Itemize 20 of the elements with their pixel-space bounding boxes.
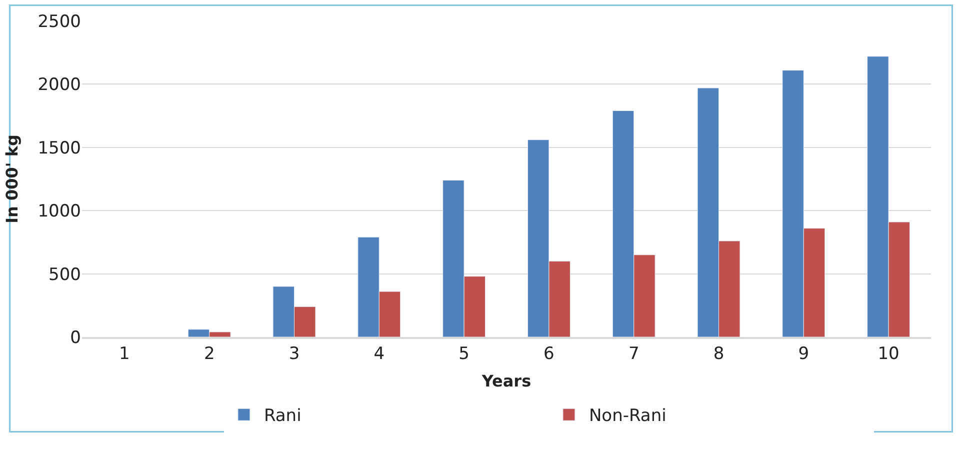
y-tick-label: 1000 — [38, 202, 81, 222]
x-tick-label: 4 — [374, 344, 385, 364]
x-tick-label: 3 — [288, 344, 300, 364]
x-tick-label: 8 — [713, 344, 724, 364]
legend-label: Non-Rani — [588, 406, 666, 426]
x-axis-title: Years — [480, 371, 532, 390]
x-tick-label: 5 — [458, 344, 470, 364]
legend-label: Rani — [264, 406, 302, 426]
y-axis-title: In 000' kg — [2, 134, 22, 224]
y-tick-label: 500 — [48, 264, 81, 285]
y-tick-label: 2500 — [38, 12, 81, 32]
y-tick-label: 1500 — [38, 138, 81, 158]
x-tick-label: 1 — [119, 344, 130, 364]
x-tick-label: 6 — [544, 344, 554, 364]
x-tick-label: 7 — [628, 344, 640, 364]
y-tick-label: 0 — [70, 328, 81, 348]
x-tick-label: 2 — [204, 344, 215, 364]
x-tick-label: 10 — [878, 344, 900, 364]
y-tick-label: 2000 — [38, 75, 81, 96]
x-tick-label: 9 — [798, 344, 810, 364]
